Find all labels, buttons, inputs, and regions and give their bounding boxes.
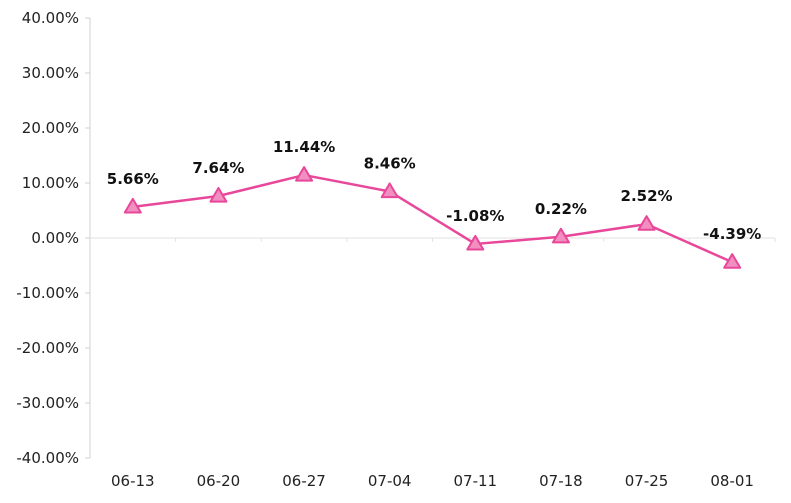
data-point-marker <box>723 253 742 269</box>
x-tick-label: 06-20 <box>197 472 241 490</box>
y-tick-label: -40.00% <box>16 449 79 467</box>
x-tick-label: 08-01 <box>710 472 754 490</box>
data-label: 7.64% <box>192 159 244 177</box>
y-tick-label: 10.00% <box>22 174 79 192</box>
data-label: 0.22% <box>535 200 587 218</box>
x-tick-label: 07-04 <box>368 472 412 490</box>
y-tick-label: 0.00% <box>31 229 79 247</box>
data-point-marker <box>380 182 399 199</box>
x-tick-label: 06-27 <box>282 472 326 490</box>
data-point-marker <box>637 215 656 231</box>
data-point-marker <box>295 166 314 182</box>
y-tick-label: -20.00% <box>16 339 79 357</box>
series-line <box>132 173 733 264</box>
data-label: 8.46% <box>364 154 416 172</box>
data-label: -1.08% <box>446 207 504 225</box>
y-tick-label: -10.00% <box>16 284 79 302</box>
data-point-marker <box>123 197 142 214</box>
x-tick-label: 07-11 <box>454 472 498 490</box>
data-label: 11.44% <box>273 138 335 156</box>
x-tick-label: 07-18 <box>539 472 583 490</box>
y-tick-label: 30.00% <box>22 64 79 82</box>
x-tick-label: 07-25 <box>625 472 669 490</box>
data-label: 5.66% <box>107 170 159 188</box>
data-point-marker <box>209 186 228 203</box>
data-point-marker <box>551 227 570 244</box>
y-tick-label: -30.00% <box>16 394 79 412</box>
data-point-marker <box>466 234 485 251</box>
y-tick-label: 40.00% <box>22 9 79 27</box>
y-tick-label: 20.00% <box>22 119 79 137</box>
data-label: -4.39% <box>703 225 761 243</box>
x-tick-label: 06-13 <box>111 472 155 490</box>
data-label: 2.52% <box>621 187 673 205</box>
